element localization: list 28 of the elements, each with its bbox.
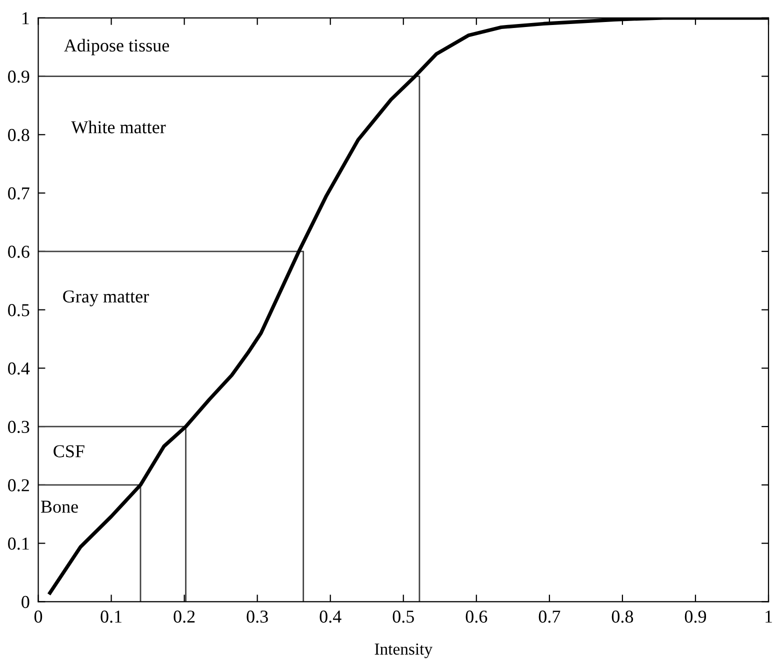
y-tick-label: 1	[22, 12, 29, 24]
x-tick-label: 0.1	[100, 610, 122, 623]
x-tick-label: 0.6	[466, 610, 488, 623]
y-tick-label: 0.3	[8, 420, 30, 434]
y-tick-label: 0.7	[8, 187, 30, 200]
y-tick-label: 0	[22, 596, 30, 608]
y-tick-label: 0.1	[8, 538, 29, 550]
x-axis-title: Intensity	[374, 644, 432, 658]
annotation: Bone	[40, 500, 78, 513]
x-tick-label: 0.4	[320, 610, 342, 623]
annotation: CSF	[54, 445, 84, 458]
x-tick-label: 0.9	[684, 610, 706, 623]
x-tick-label: 0.5	[392, 610, 414, 623]
y-tick-label: 0.4	[8, 362, 30, 375]
annotation: Gray matter	[63, 290, 149, 306]
y-tick-label: 0.6	[8, 246, 30, 258]
annotation: White matter	[71, 120, 166, 134]
y-tick-label: 0.2	[8, 479, 29, 492]
x-tick-label: 0.2	[174, 610, 195, 623]
y-tick-label: 0.8	[8, 128, 30, 142]
annotation: Adipose tissue	[64, 38, 170, 56]
x-tick-label: 0	[34, 610, 42, 623]
x-tick-label: 0.7	[538, 610, 560, 623]
x-tick-label: 0.3	[246, 610, 268, 623]
y-tick-label: 0.5	[8, 304, 30, 316]
x-tick-label: 0.8	[612, 610, 634, 623]
y-tick-label: 0.9	[8, 70, 30, 83]
x-tick-label: 1	[766, 610, 772, 623]
